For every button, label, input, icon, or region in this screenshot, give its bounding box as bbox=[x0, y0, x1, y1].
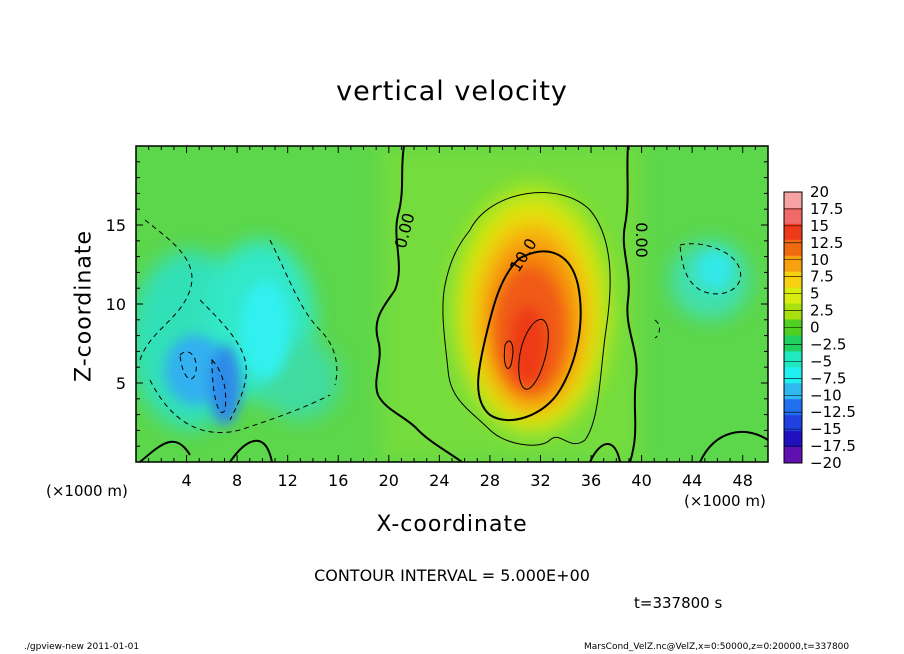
colorbar-swatch bbox=[784, 367, 802, 384]
x-tick-label: 24 bbox=[429, 471, 449, 490]
colorbar-label: 12.5 bbox=[810, 234, 843, 252]
colorbar-swatch bbox=[784, 351, 802, 368]
colorbar-swatch bbox=[784, 223, 802, 241]
colorbar-swatch bbox=[784, 399, 802, 416]
colorbar-swatch bbox=[784, 192, 802, 209]
x-tick-label: 32 bbox=[530, 471, 550, 490]
colorbar-swatch bbox=[784, 271, 802, 289]
colorbar-label: −2.5 bbox=[810, 335, 846, 353]
y-tick-label: 15 bbox=[106, 216, 126, 235]
x-axis-label: X-coordinate bbox=[376, 512, 528, 537]
x-unit-label-right: (×1000 m) bbox=[684, 492, 766, 510]
y-tick-label: 10 bbox=[106, 295, 126, 314]
colorbar-label: −15 bbox=[810, 420, 842, 438]
footer-left: ./gpview-new 2011-01-01 bbox=[24, 642, 140, 652]
footer-right: MarsCond_VelZ.nc@VelZ,x=0:50000,z=0:2000… bbox=[584, 642, 850, 652]
colorbar-label: 15 bbox=[810, 217, 829, 235]
x-tick-label: 44 bbox=[682, 471, 702, 490]
colorbar-label: 0 bbox=[810, 319, 820, 337]
x-tick-label: 48 bbox=[733, 471, 753, 490]
colorbar-swatch bbox=[784, 255, 802, 273]
colorbar-label: −5 bbox=[810, 352, 832, 370]
colorbar-label: 5 bbox=[810, 285, 820, 303]
colorbar: 2017.51512.5107.552.50−2.5−5−7.5−10−12.5… bbox=[783, 183, 856, 472]
x-tick-label: 40 bbox=[631, 471, 651, 490]
colorbar-label: −20 bbox=[810, 454, 842, 472]
heatmap-field bbox=[136, 146, 768, 462]
x-tick-label: 20 bbox=[379, 471, 399, 490]
y-tick-label: 5 bbox=[116, 374, 126, 393]
colorbar-label: −10 bbox=[810, 386, 842, 404]
colorbar-swatch bbox=[784, 207, 802, 225]
colorbar-swatch bbox=[784, 431, 802, 448]
x-axis-ticks: 4 8 12 16 20 24 28 32 36 40 44 48 bbox=[148, 146, 756, 490]
colorbar-swatch bbox=[784, 415, 802, 432]
colorbar-swatch bbox=[784, 447, 802, 464]
colorbar-swatch bbox=[784, 239, 802, 257]
colorbar-swatch bbox=[784, 287, 802, 305]
colorbar-label: −7.5 bbox=[810, 369, 846, 387]
x-tick-label: 4 bbox=[181, 471, 191, 490]
colorbar-label: 2.5 bbox=[810, 302, 834, 320]
colorbar-label: 20 bbox=[810, 183, 829, 201]
x-tick-label: 12 bbox=[278, 471, 298, 490]
contour-interval-label: CONTOUR INTERVAL = 5.000E+00 bbox=[314, 566, 590, 585]
colorbar-label: 17.5 bbox=[810, 200, 843, 218]
x-tick-label: 36 bbox=[581, 471, 601, 490]
colorbar-label: −17.5 bbox=[810, 437, 856, 455]
y-axis-ticks: 5 10 15 bbox=[106, 161, 768, 447]
colorbar-label: 10 bbox=[810, 251, 829, 269]
contour-label: 0.00 bbox=[632, 222, 651, 258]
contour-lines bbox=[139, 146, 768, 462]
colorbar-label: −12.5 bbox=[810, 403, 856, 421]
colorbar-swatch bbox=[784, 303, 802, 321]
colorbar-swatch bbox=[784, 383, 802, 400]
x-tick-label: 28 bbox=[480, 471, 500, 490]
x-tick-label: 16 bbox=[328, 471, 348, 490]
colorbar-swatch bbox=[784, 335, 802, 352]
time-label: t=337800 s bbox=[634, 594, 723, 612]
x-tick-label: 8 bbox=[232, 471, 242, 490]
x-unit-label-left: (×1000 m) bbox=[46, 482, 128, 500]
chart-title: vertical velocity bbox=[336, 76, 568, 107]
colorbar-label: 7.5 bbox=[810, 268, 834, 286]
